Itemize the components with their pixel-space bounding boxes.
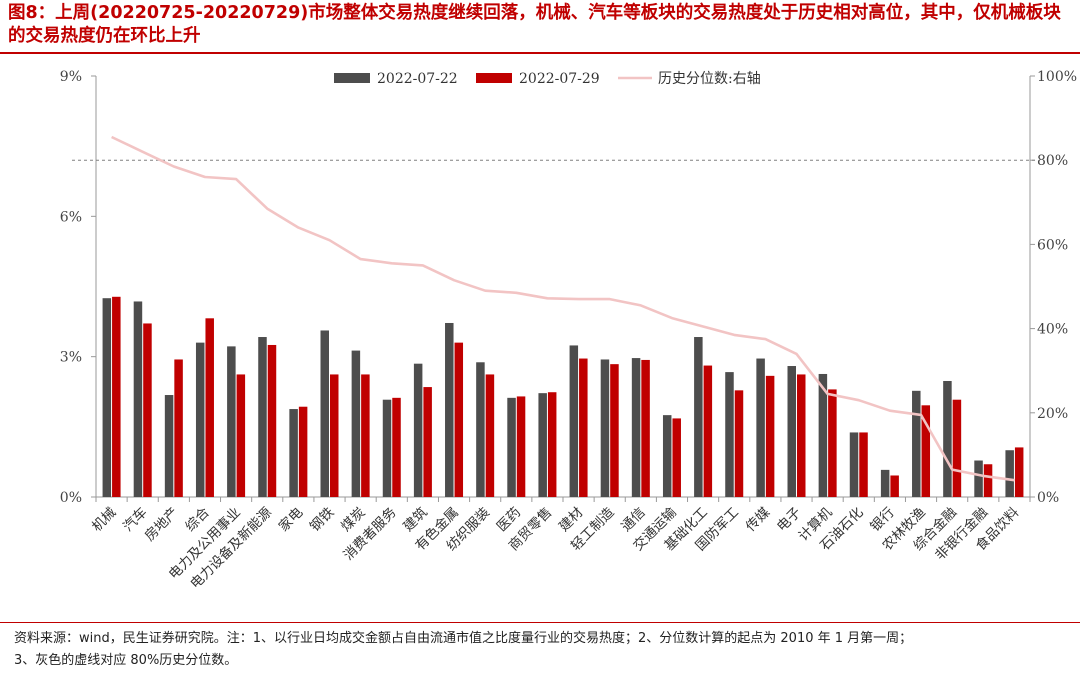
bar-2022-07-29	[298, 406, 308, 497]
bar-2022-07-22	[538, 393, 547, 497]
bar-2022-07-22	[133, 301, 143, 497]
chart-title: 图8：上周(20220725-20220729)市场整体交易热度继续回落，机械、…	[8, 3, 1061, 46]
bar-2022-07-22	[320, 330, 329, 497]
right-axis-tick-label: 100%	[1037, 69, 1077, 85]
bar-2022-07-22	[756, 358, 765, 497]
bar-2022-07-29	[890, 475, 899, 497]
category-label: 机械	[89, 505, 119, 535]
bar-2022-07-29	[236, 374, 246, 497]
bar-2022-07-29	[516, 396, 526, 497]
bar-2022-07-29	[423, 387, 432, 497]
bar-2022-07-29	[143, 323, 152, 497]
bar-2022-07-22	[413, 363, 423, 497]
bar-2022-07-22	[662, 415, 672, 497]
bar-2022-07-22	[289, 409, 298, 497]
bar-2022-07-29	[547, 392, 557, 497]
bar-2022-07-22	[725, 372, 734, 497]
bar-2022-07-22	[943, 380, 952, 497]
percentile-line	[111, 135, 1015, 482]
bar-2022-07-29	[1014, 447, 1024, 497]
bar-2022-07-29	[267, 344, 277, 497]
bar-2022-07-22	[849, 432, 859, 497]
bar-2022-07-22	[600, 359, 610, 497]
bar-2022-07-22	[974, 460, 983, 497]
bar-2022-07-29	[174, 359, 183, 497]
right-axis-tick-label: 80%	[1037, 153, 1068, 169]
left-axis-tick-label: 0%	[60, 490, 82, 506]
category-label: 钢铁	[307, 504, 338, 535]
bar-2022-07-22	[382, 399, 392, 497]
bar-2022-07-29	[983, 464, 993, 497]
bar-2022-07-22	[1005, 450, 1014, 497]
bar-2022-07-29	[828, 389, 837, 497]
bar-2022-07-29	[454, 342, 464, 497]
bar-2022-07-22	[258, 337, 267, 497]
source-note-line-2: 3、灰色的虚线对应 80%历史分位数。	[14, 653, 238, 668]
left-axis-tick-label: 9%	[60, 69, 82, 85]
category-label: 房地产	[142, 505, 182, 545]
footer-divider	[0, 622, 1080, 623]
bar-2022-07-29	[392, 397, 401, 497]
legend-swatch-2022-07-29	[476, 73, 512, 83]
legend-label-2022-07-29: 2022-07-29	[519, 71, 600, 87]
legend-swatch-2022-07-22	[334, 73, 370, 83]
legend-label-percentile: 历史分位数:右轴	[658, 71, 761, 87]
bar-2022-07-22	[102, 298, 112, 497]
bar-2022-07-22	[818, 373, 828, 497]
bar-2022-07-29	[610, 364, 619, 497]
bar-2022-07-29	[703, 365, 713, 497]
bar-2022-07-22	[880, 469, 890, 497]
bar-2022-07-22	[227, 346, 236, 497]
bar-2022-07-22	[507, 397, 516, 497]
category-label: 家电	[275, 504, 306, 535]
bar-2022-07-22	[631, 358, 641, 497]
bar-2022-07-29	[797, 374, 806, 497]
bar-2022-07-29	[765, 375, 775, 497]
right-axis-tick-label: 60%	[1037, 237, 1068, 253]
bar-2022-07-29	[579, 358, 588, 497]
left-axis-tick-label: 3%	[60, 350, 82, 366]
bar-2022-07-29	[734, 390, 744, 497]
source-note-line-1: 资料来源：wind，民生证券研究院。注：1、以行业日均成交金额占自由流通市值之比…	[14, 631, 913, 646]
right-axis-tick-label: 0%	[1037, 490, 1059, 506]
bar-2022-07-29	[205, 318, 214, 497]
right-axis-tick-label: 20%	[1037, 406, 1068, 422]
title-divider	[0, 52, 1080, 54]
legend-label-2022-07-22: 2022-07-22	[377, 71, 458, 87]
bar-2022-07-22	[787, 366, 796, 497]
bar-2022-07-29	[952, 399, 962, 497]
bar-2022-07-22	[569, 345, 579, 497]
bar-2022-07-29	[672, 418, 681, 497]
bar-2022-07-29	[112, 296, 121, 497]
bar-2022-07-29	[859, 432, 868, 497]
bar-2022-07-22	[912, 390, 921, 497]
bar-2022-07-29	[921, 405, 931, 497]
bar-2022-07-29	[330, 374, 339, 497]
right-axis-tick-label: 40%	[1037, 322, 1068, 338]
left-axis-tick-label: 6%	[60, 209, 82, 225]
bar-2022-07-22	[195, 342, 205, 497]
bar-2022-07-29	[361, 374, 370, 497]
source-note: 资料来源：wind，民生证券研究院。注：1、以行业日均成交金额占自由流通市值之比…	[14, 628, 1074, 672]
category-label: 传媒	[743, 504, 774, 535]
bar-2022-07-22	[694, 337, 703, 497]
bar-2022-07-29	[641, 359, 650, 497]
bar-2022-07-29	[485, 374, 495, 497]
bar-2022-07-22	[164, 395, 174, 497]
bar-2022-07-22	[351, 350, 361, 497]
bar-2022-07-22	[445, 322, 454, 497]
bar-2022-07-22	[476, 362, 485, 497]
